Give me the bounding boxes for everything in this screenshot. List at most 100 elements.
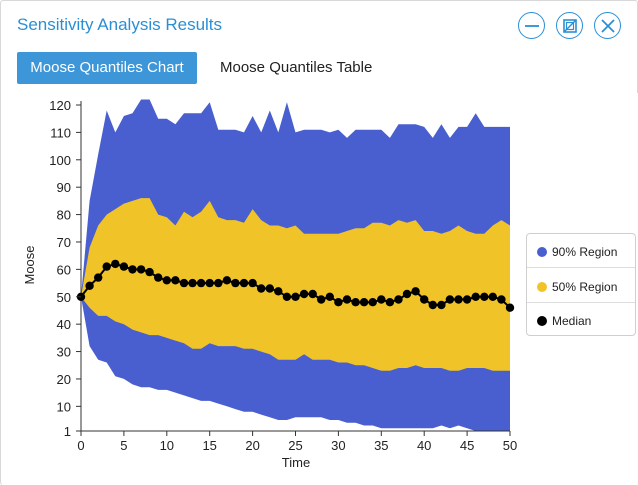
y-tick-label: 60	[57, 262, 71, 277]
median-point	[136, 265, 146, 274]
legend-label-90-region: 90% Region	[552, 245, 618, 259]
close-circle-icon	[601, 19, 615, 33]
median-point	[205, 278, 214, 288]
legend-divider	[527, 267, 635, 268]
legend-swatch-50-region	[537, 282, 547, 292]
median-point	[145, 267, 154, 277]
median-point	[411, 287, 420, 296]
median-point	[257, 284, 266, 293]
median-point	[222, 276, 232, 285]
median-point	[196, 278, 206, 288]
x-tick-label: 25	[288, 438, 302, 453]
median-point	[351, 298, 360, 307]
median-point	[462, 295, 472, 304]
y-tick-label: 40	[57, 317, 71, 332]
legend-label-median: Median	[552, 314, 592, 328]
median-point	[179, 278, 189, 288]
x-axis-ticks: 0 5 10 15 20 25 30 35 40 45 50	[77, 431, 517, 453]
minus-circle-icon	[525, 25, 539, 27]
y-tick-label: 20	[57, 372, 71, 387]
median-point	[94, 273, 103, 282]
median-point	[325, 292, 334, 301]
median-point	[119, 262, 129, 271]
area-50-region	[81, 198, 510, 371]
x-tick-label: 5	[120, 438, 127, 453]
x-tick-label: 40	[417, 438, 431, 453]
x-tick-label: 30	[331, 438, 345, 453]
median-point	[497, 295, 506, 304]
x-tick-label: 50	[503, 438, 517, 453]
median-point	[334, 298, 343, 307]
median-point	[505, 303, 515, 312]
y-tick-label: 30	[57, 345, 71, 360]
window-title: Sensitivity Analysis Results	[17, 15, 223, 34]
median-point	[445, 295, 455, 304]
median-point	[402, 289, 412, 299]
legend-item-50-region[interactable]: 50% Region	[537, 277, 617, 297]
median-point	[102, 262, 111, 271]
chart-legend: 90% Region 50% Region Median	[526, 233, 636, 336]
median-point	[154, 273, 163, 282]
median-point	[471, 292, 480, 301]
y-tick-label: 10	[57, 399, 71, 414]
close-button[interactable]	[594, 12, 621, 39]
median-point	[171, 276, 180, 285]
band-50-region	[81, 198, 510, 371]
median-point	[265, 284, 274, 293]
minimize-button[interactable]	[518, 12, 545, 39]
restore-window-icon	[563, 19, 577, 33]
y-axis-label: Moose	[22, 245, 37, 284]
median-point	[299, 289, 309, 299]
median-point	[368, 298, 377, 307]
x-tick-label: 0	[77, 438, 84, 453]
median-point	[188, 278, 197, 288]
median-point	[231, 278, 240, 288]
median-point	[128, 265, 137, 274]
window-titlebar: Sensitivity Analysis Results	[1, 1, 637, 47]
median-point	[437, 300, 446, 310]
median-point	[480, 292, 489, 301]
median-point	[385, 298, 395, 307]
legend-swatch-90-region	[537, 247, 547, 257]
median-point	[248, 278, 257, 288]
median-point	[394, 295, 403, 304]
median-point	[420, 295, 429, 304]
median-point	[291, 292, 300, 301]
median-point	[111, 259, 120, 269]
median-point	[214, 278, 223, 288]
y-tick-label: 110	[50, 125, 71, 140]
moose-quantiles-chart: 0 5 10 15 20 25 30 35 40 45 50 1102030405060708090…	[22, 98, 517, 470]
median-point	[317, 295, 326, 304]
median-point	[342, 295, 352, 304]
legend-swatch-median	[537, 316, 547, 326]
legend-item-90-region[interactable]: 90% Region	[537, 242, 617, 262]
maximize-button[interactable]	[556, 12, 583, 39]
median-point	[488, 292, 497, 301]
legend-divider	[527, 302, 635, 303]
legend-item-median[interactable]: Median	[537, 311, 591, 331]
x-tick-label: 45	[460, 438, 474, 453]
x-axis-label: Time	[282, 455, 310, 470]
legend-label-50-region: 50% Region	[552, 280, 618, 294]
tab-moose-quantiles-chart[interactable]: Moose Quantiles Chart	[17, 52, 197, 84]
median-point	[359, 298, 369, 307]
y-tick-label: 70	[57, 235, 71, 250]
median-point	[454, 295, 463, 304]
median-point	[282, 292, 292, 301]
x-tick-label: 10	[160, 438, 174, 453]
median-point	[162, 276, 171, 285]
x-tick-label: 20	[245, 438, 259, 453]
median-series	[76, 259, 515, 312]
median-point	[377, 295, 386, 304]
y-tick-label: 50	[57, 290, 71, 305]
y-tick-label: 1	[64, 424, 71, 439]
median-point	[428, 300, 437, 310]
y-tick-label: 100	[49, 153, 71, 168]
tab-moose-quantiles-table[interactable]: Moose Quantiles Table	[220, 59, 373, 76]
median-point	[308, 289, 317, 299]
x-tick-label: 35	[374, 438, 388, 453]
y-tick-label: 90	[57, 180, 71, 195]
median-point	[239, 278, 249, 288]
